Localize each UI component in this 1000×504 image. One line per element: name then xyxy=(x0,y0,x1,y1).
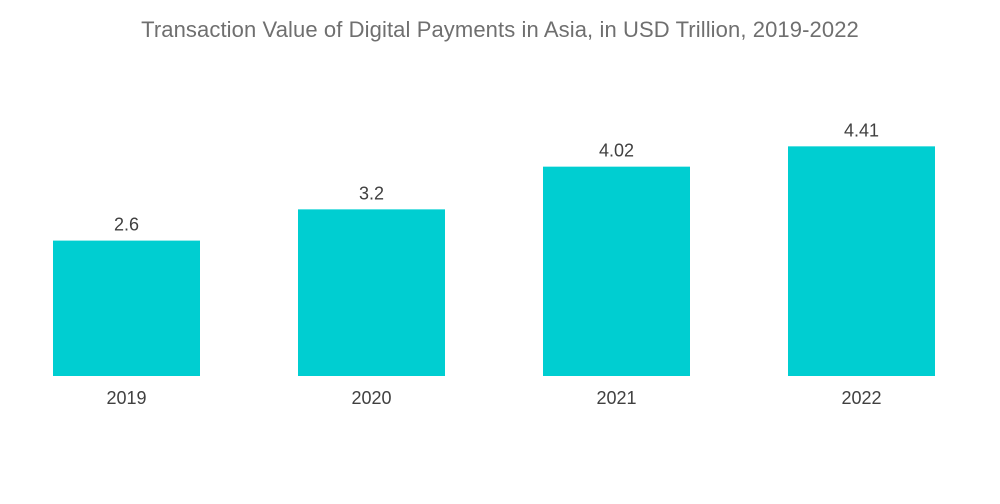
data-label-2020: 3.2 xyxy=(359,183,384,203)
data-label-2019: 2.6 xyxy=(114,215,139,235)
bar-2020 xyxy=(298,209,445,376)
bar-2019 xyxy=(53,240,200,376)
bars-layer xyxy=(53,146,935,376)
data-label-2021: 4.02 xyxy=(599,141,634,161)
x-tick-label-2020: 2020 xyxy=(351,388,391,408)
data-label-2022: 4.41 xyxy=(844,120,879,140)
value-labels-layer: 2.6 3.2 4.02 4.41 xyxy=(114,120,879,234)
bar-2022 xyxy=(788,146,935,376)
x-axis: 2019 2020 2021 2022 xyxy=(106,388,881,408)
x-tick-label-2021: 2021 xyxy=(596,388,636,408)
x-tick-label-2019: 2019 xyxy=(106,388,146,408)
x-tick-label-2022: 2022 xyxy=(841,388,881,408)
bar-2021 xyxy=(543,166,690,376)
chart-title: Transaction Value of Digital Payments in… xyxy=(141,17,859,42)
